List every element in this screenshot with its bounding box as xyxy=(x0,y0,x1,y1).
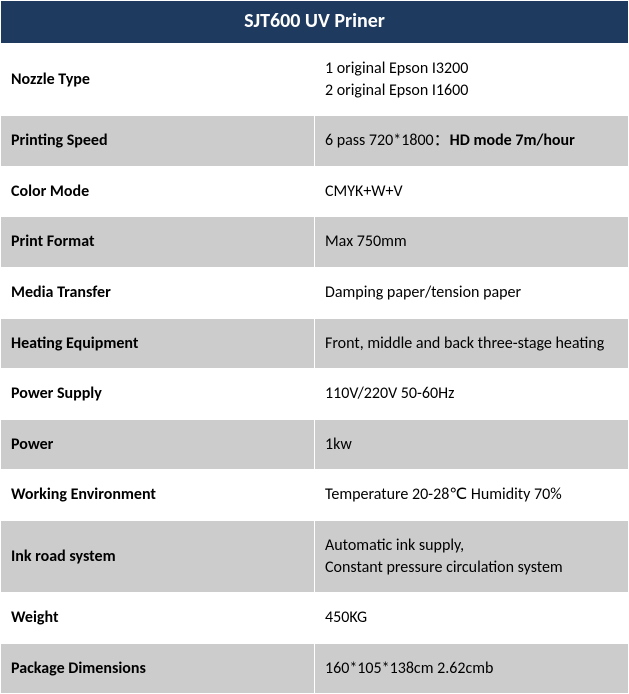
value-bold-suffix: HD mode 7m/hour xyxy=(450,131,575,150)
value-ink-road-system: Automatic ink supply, Constant pressure … xyxy=(315,520,629,592)
value-prefix: 6 pass 720*1800： xyxy=(325,131,450,150)
value-printing-speed: 6 pass 720*1800：HD mode 7m/hour xyxy=(315,116,629,167)
value-media-transfer: Damping paper/tension paper xyxy=(315,267,629,318)
label-ink-road-system: Ink road system xyxy=(1,520,315,592)
value-power: 1kw xyxy=(315,419,629,470)
value-heating-equipment: Front, middle and back three-stage heati… xyxy=(315,318,629,369)
table-row: Ink road system Automatic ink supply, Co… xyxy=(1,520,629,592)
table-row: Color Mode CMYK+W+V xyxy=(1,166,629,217)
value-line: Constant pressure circulation system xyxy=(325,558,563,577)
label-nozzle-type: Nozzle Type xyxy=(1,44,315,116)
label-weight: Weight xyxy=(1,593,315,644)
label-color-mode: Color Mode xyxy=(1,166,315,217)
label-heating-equipment: Heating Equipment xyxy=(1,318,315,369)
header-title: SJT600 UV Priner xyxy=(1,1,629,44)
label-power-supply: Power Supply xyxy=(1,369,315,420)
label-working-environment: Working Environment xyxy=(1,470,315,521)
label-package-dimensions: Package Dimensions xyxy=(1,643,315,694)
table-row: Media Transfer Damping paper/tension pap… xyxy=(1,267,629,318)
table-row: Weight 450KG xyxy=(1,593,629,644)
table-row: Print Format Max 750mm xyxy=(1,217,629,268)
table-row: Printing Speed 6 pass 720*1800：HD mode 7… xyxy=(1,116,629,167)
value-package-dimensions: 160*105*138cm 2.62cmb xyxy=(315,643,629,694)
value-line: 1 original Epson I3200 xyxy=(325,59,468,78)
table-row: Nozzle Type 1 original Epson I3200 2 ori… xyxy=(1,44,629,116)
value-color-mode: CMYK+W+V xyxy=(315,166,629,217)
table-row: Heating Equipment Front, middle and back… xyxy=(1,318,629,369)
value-line: 2 original Epson I1600 xyxy=(325,81,468,100)
value-line: Automatic ink supply, xyxy=(325,536,464,555)
value-power-supply: 110V/220V 50-60Hz xyxy=(315,369,629,420)
value-print-format: Max 750mm xyxy=(315,217,629,268)
table-row: Power Supply 110V/220V 50-60Hz xyxy=(1,369,629,420)
value-nozzle-type: 1 original Epson I3200 2 original Epson … xyxy=(315,44,629,116)
label-power: Power xyxy=(1,419,315,470)
header-row: SJT600 UV Priner xyxy=(1,1,629,44)
label-media-transfer: Media Transfer xyxy=(1,267,315,318)
label-printing-speed: Printing Speed xyxy=(1,116,315,167)
table-row: Working Environment Temperature 20-28℃ H… xyxy=(1,470,629,521)
value-weight: 450KG xyxy=(315,593,629,644)
spec-table: SJT600 UV Priner Nozzle Type 1 original … xyxy=(0,0,629,694)
label-print-format: Print Format xyxy=(1,217,315,268)
table-row: Power 1kw xyxy=(1,419,629,470)
value-working-environment: Temperature 20-28℃ Humidity 70% xyxy=(315,470,629,521)
table-row: Package Dimensions 160*105*138cm 2.62cmb xyxy=(1,643,629,694)
